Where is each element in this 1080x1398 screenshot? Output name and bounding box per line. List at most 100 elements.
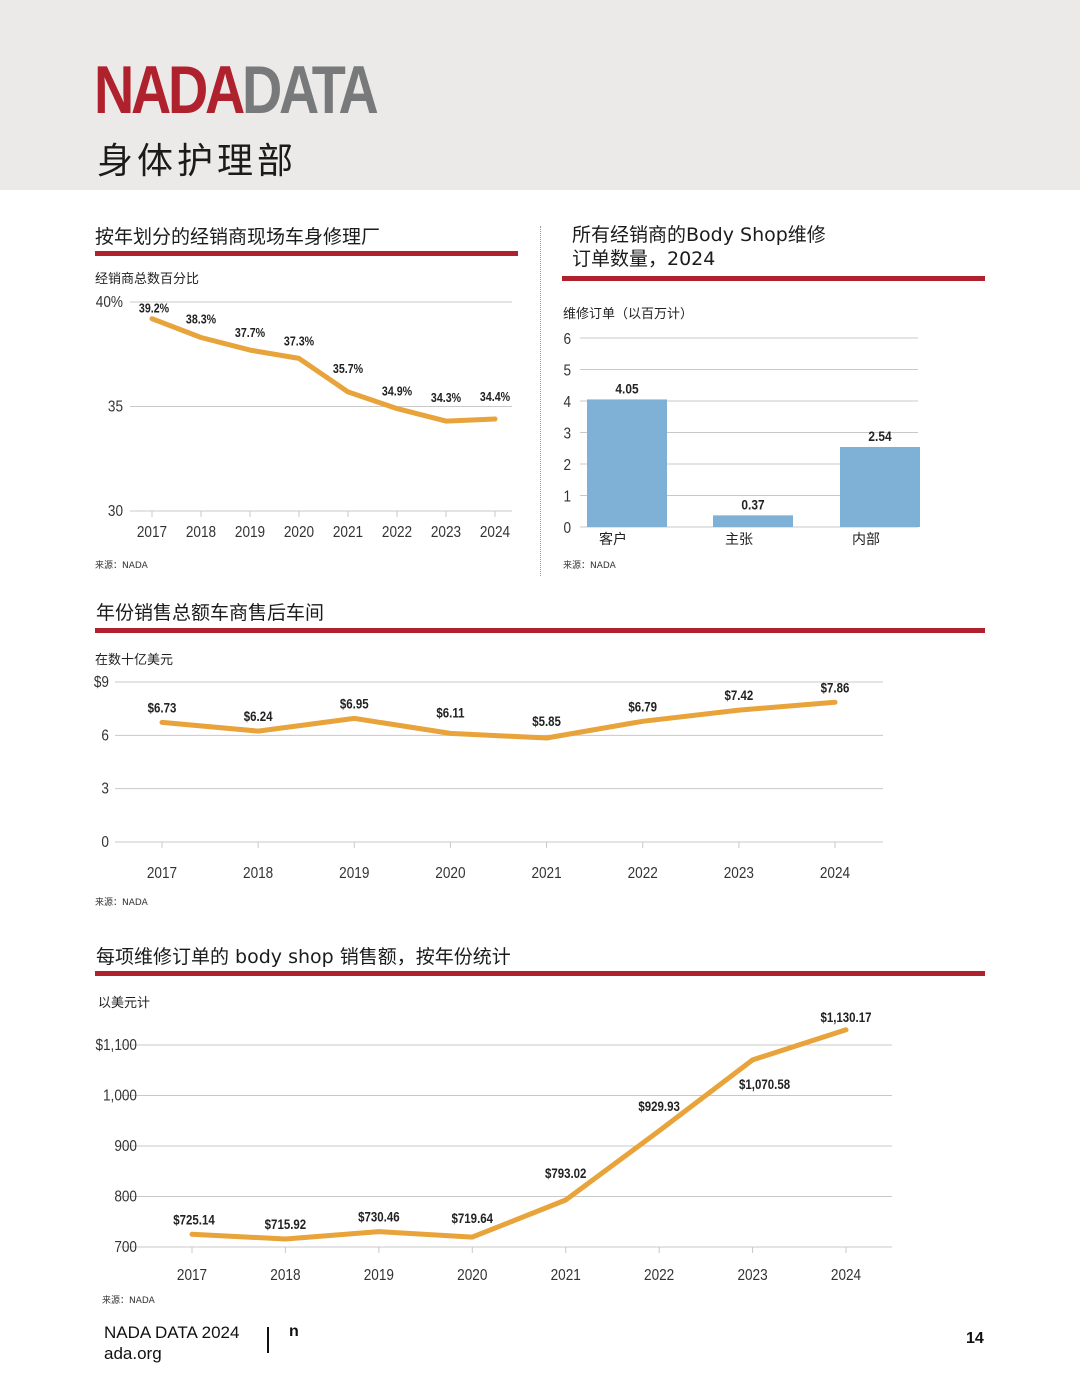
x-tick-label: 2022 [382,524,412,541]
column-divider [540,226,541,576]
series-line [149,316,498,424]
data-label: $6.24 [244,708,274,724]
y-tick-label: $1,100 [95,1037,137,1054]
y-tick-label: 900 [114,1138,137,1155]
bar [713,515,793,527]
chart4-unit-label: 以美元计 [98,996,151,1011]
footer-divider [267,1327,269,1353]
x-tick-label: 2020 [435,865,465,882]
data-label: $929.93 [638,1098,679,1114]
y-tick-label: 6 [563,331,571,348]
chart1-unit-label: 经销商总数百分比 [95,272,200,287]
data-label: $5.85 [532,713,561,729]
data-label: 37.7% [235,325,266,340]
data-label: $725.14 [173,1211,215,1227]
y-tick-label: 1,000 [103,1088,137,1105]
y-tick-label: 700 [114,1239,137,1256]
x-tick-label: 2019 [339,865,369,882]
y-tick-label: 40% [96,294,123,311]
footer-brand: NADA DATA 2024 ada.org [104,1322,239,1364]
x-tick-label: 2017 [177,1267,207,1284]
data-label: $6.11 [436,704,464,720]
data-label: $730.46 [358,1208,399,1224]
x-tick-label: 2017 [137,524,167,541]
y-tick-label: 3 [563,426,571,443]
chart2-plot: 0 1 2 3 4 5 6 4.05 客户 0.37 主张 2.54 内部 [563,331,920,548]
y-tick-label: 2 [563,457,571,474]
x-tick-label: 2018 [243,865,273,882]
chart1-title-rule [95,251,518,256]
chart2-title-line2: 订单数量，2024 [572,248,716,270]
x-tick-label: 2024 [820,865,850,882]
data-label: 34.3% [431,390,462,405]
x-tick-label: 2020 [284,524,314,541]
x-tick-label: 2021 [531,865,561,882]
x-tick-label: 2023 [431,524,461,541]
data-label: 35.7% [333,361,364,376]
page-header: NADADATA 身体护理部 [0,0,1080,190]
x-tick-label: 2022 [644,1267,674,1284]
x-tick-label: 2023 [737,1267,767,1284]
data-label: $7.86 [821,679,850,695]
y-tick-label: 3 [101,781,109,798]
chart3-title-rule [95,628,985,633]
x-tick-label: 2024 [480,524,510,541]
x-tick-label: 2021 [333,524,363,541]
y-tick-label: 4 [563,394,571,411]
chart2-source: 来源：NADA [563,561,616,571]
data-label: 34.4% [480,389,511,404]
data-label: $7.42 [724,687,753,703]
chart1-plot: 30 35 40% 2017 2018 2019 2020 2021 2022 2023 2024 3… [96,294,512,541]
data-label: 2.54 [868,428,892,444]
bar [587,399,667,527]
footer-website-link[interactable]: ada.org [104,1344,162,1363]
data-label: $719.64 [452,1210,494,1226]
y-tick-label: 6 [101,727,109,744]
data-label: $6.79 [628,698,657,714]
y-tick-label: 0 [563,520,571,537]
bar [840,446,920,527]
data-label: 39.2% [139,301,170,316]
chart4-title-rule [95,971,985,976]
y-tick-label: 35 [108,399,123,416]
chart4-source: 来源：NADA [102,1296,155,1306]
category-label: 客户 [599,531,627,548]
data-label: 38.3% [186,312,217,327]
y-tick-label: 800 [114,1189,137,1206]
chart3-plot: 0 3 6 $9 2017 2018 2019 2020 2021 2022 2023 2024 $6.… [94,674,883,882]
category-label: 内部 [852,532,880,548]
footer-mark: n [289,1323,299,1340]
chart2-title-line1: 所有经销商的Body Shop维修 [572,224,826,246]
chart3-unit-label: 在数十亿美元 [95,653,174,668]
data-label: $6.73 [148,699,177,715]
data-label: $6.95 [340,695,369,711]
y-tick-label: $9 [94,674,109,691]
x-tick-label: 2023 [724,865,754,882]
x-tick-label: 2019 [235,524,265,541]
data-label: $1,070.58 [739,1076,790,1092]
data-label: $715.92 [265,1216,306,1232]
y-tick-label: 30 [108,503,123,520]
series-line [159,699,838,741]
chart1-source: 来源：NADA [95,561,148,571]
data-label: 37.3% [284,333,315,348]
nada-data-logo: NADADATA [94,52,379,128]
chart3-source: 来源：NADA [95,898,148,908]
chart4-title: 每项维修订单的 body shop 销售额，按年份统计 [96,946,511,968]
data-label: $793.02 [545,1165,586,1181]
x-tick-label: 2017 [147,865,177,882]
chart4-plot: 700 800 900 1,000 $1,100 2017 2018 2019 2020 2021… [95,1009,892,1284]
x-tick-label: 2018 [270,1267,300,1284]
chart3-title: 年份销售总额车商售后车间 [96,602,325,624]
y-tick-label: 1 [563,489,571,506]
footer-brand-line1: NADA DATA 2024 [104,1323,240,1342]
x-tick-label: 2018 [186,524,216,541]
x-tick-label: 2022 [628,865,658,882]
page-number: 14 [966,1330,984,1347]
y-tick-label: 0 [101,834,109,851]
data-label: 34.9% [382,384,413,399]
x-tick-label: 2020 [457,1267,487,1284]
x-tick-label: 2019 [364,1267,394,1284]
chart1-title: 按年划分的经销商现场车身修理厂 [95,226,381,248]
chart2-unit-label: 维修订单（以百万计） [563,307,694,322]
